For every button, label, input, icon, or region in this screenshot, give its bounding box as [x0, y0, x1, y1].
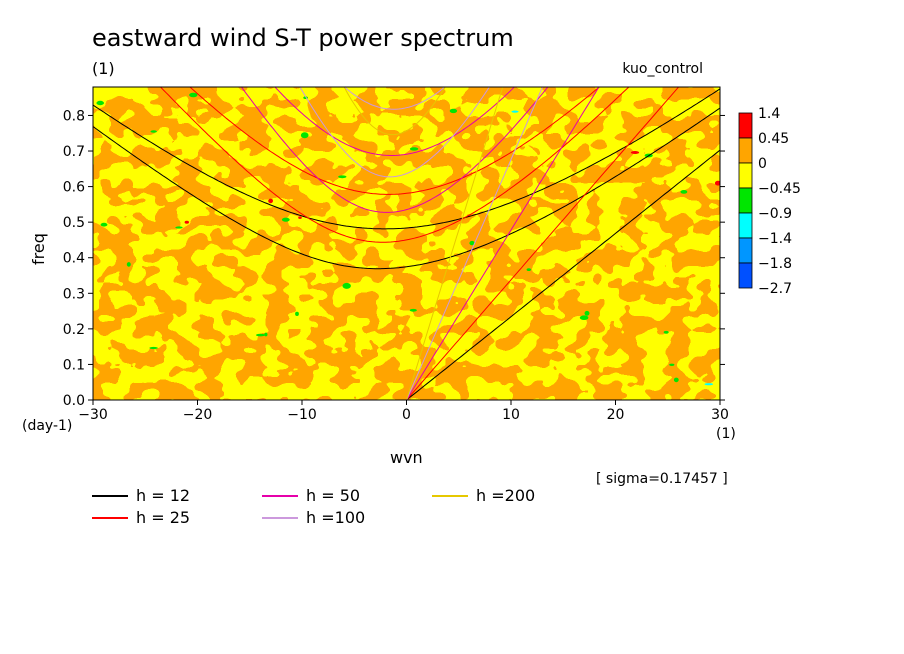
y-tick-label: 0.3 [63, 286, 85, 302]
spectrum-spot [680, 190, 688, 194]
spectrum-spot [714, 180, 720, 186]
colorbar-swatch [738, 162, 753, 189]
colorbar-label: 0.45 [758, 131, 789, 147]
x-unit-label: (1) [716, 426, 736, 442]
legend-label: h = 12 [136, 486, 190, 505]
spectrum-spot [300, 132, 309, 139]
spectrum-spot [100, 222, 108, 227]
inertio-gravity-curve [274, 87, 516, 156]
spectrum-spot [189, 92, 198, 98]
inertio-gravity-curve [189, 87, 601, 195]
spectrum-spot [295, 311, 299, 316]
kelvin-curve [406, 87, 544, 400]
spectrum-spot [150, 130, 157, 133]
y-tick-label: 0.6 [63, 180, 85, 196]
inertio-gravity-curve [159, 87, 630, 243]
colorbar-swatch [738, 137, 753, 164]
spectrum-spot [256, 333, 265, 337]
spectrum-spot [409, 308, 417, 312]
legend-label: h = 25 [136, 508, 190, 527]
colorbar-swatch [738, 112, 753, 139]
x-axis: −30 −20 −10 0 10 20 30 [78, 400, 729, 423]
x-axis-title: wvn [390, 448, 423, 467]
spectrum-spot [184, 220, 189, 224]
spectrum-spot [526, 268, 531, 271]
inertio-gravity-curve [343, 87, 446, 136]
legend-label: h =100 [306, 508, 365, 527]
spectrum-spot [584, 310, 590, 316]
y-unit-label: (day-1) [22, 418, 72, 434]
spectrum-spot [268, 198, 273, 204]
inertio-gravity-curve [299, 87, 490, 178]
inertio-gravity-curve [343, 87, 446, 110]
colorbar-label: 1.4 [758, 106, 780, 122]
colorbar-label: −2.7 [758, 281, 792, 297]
x-tick-label: 20 [607, 407, 625, 423]
x-tick-label: 0 [402, 407, 411, 423]
y-tick-label: 0.1 [63, 357, 85, 373]
spectrum-spot [149, 346, 158, 350]
spectrum-spot [669, 363, 675, 366]
spectrum-field-texture [93, 87, 720, 400]
y-tick-label: 0.5 [63, 215, 85, 231]
x-tick-label: −10 [287, 407, 317, 423]
kelvin-curve [406, 87, 600, 400]
spectrum-spot [342, 282, 351, 289]
kelvin-curve [406, 87, 504, 400]
chart-subtitle: (1) [92, 59, 115, 78]
spectrum-spot [630, 151, 640, 154]
chart-title: eastward wind S-T power spectrum [92, 24, 514, 52]
x-tick-label: 30 [711, 407, 729, 423]
spectrum-spot [409, 147, 419, 151]
spectrum-spot [126, 262, 131, 267]
x-tick-label: −30 [78, 407, 108, 423]
spectrum-spot [469, 240, 475, 246]
spectrum-spot [511, 110, 519, 113]
y-tick-label: 0.0 [63, 393, 85, 409]
dispersion-curves [93, 87, 720, 400]
inertio-gravity-curve [93, 107, 720, 270]
colorbar-swatch [738, 262, 753, 289]
spectrum-spot [579, 315, 589, 321]
run-label: kuo_control [622, 61, 703, 77]
sigma-label: [ sigma=0.17457 ] [596, 471, 728, 487]
colorbar-label: 0 [758, 156, 767, 172]
spectrum-spot [338, 175, 347, 179]
y-axis-title: freq [29, 233, 48, 265]
colorbar-label: −1.8 [758, 256, 792, 272]
spectrum-spot [175, 226, 183, 229]
colorbar-label: −0.9 [758, 206, 792, 222]
y-axis: 0.0 0.1 0.2 0.3 0.4 0.5 0.6 0.7 0.8 [63, 108, 725, 409]
kelvin-curve [406, 87, 680, 400]
spectrum-spot [281, 217, 290, 222]
spectrum-spot [663, 330, 669, 334]
spectrum-spot [298, 216, 302, 219]
colorbar-label: −0.45 [758, 181, 801, 197]
legend: h = 12 h = 25 h = 50 h =100 h =200 [92, 486, 535, 527]
legend-label: h = 50 [306, 486, 360, 505]
legend-label: h =200 [476, 486, 535, 505]
spectrum-spot [449, 108, 458, 114]
colorbar-label: −1.4 [758, 231, 792, 247]
colorbar: 1.4 0.45 0 −0.45 −0.9 −1.4 −1.8 −2.7 [738, 106, 801, 297]
colorbar-swatch [738, 212, 753, 239]
colorbar-swatch [738, 187, 753, 214]
x-tick-label: −20 [183, 407, 213, 423]
spectrum-spot [264, 332, 268, 337]
y-tick-label: 0.8 [63, 108, 85, 124]
spectrum-spot [96, 100, 104, 106]
colorbar-swatch [738, 237, 753, 264]
spectrum-spot [704, 383, 714, 386]
spectrum-spot [673, 377, 679, 383]
inertio-gravity-curve [240, 87, 549, 213]
plot-area [92, 86, 721, 401]
y-tick-label: 0.7 [63, 144, 85, 160]
inertio-gravity-curve [93, 88, 720, 230]
x-tick-label: 10 [502, 407, 520, 423]
kelvin-curve [406, 149, 720, 400]
y-tick-label: 0.2 [63, 322, 85, 338]
y-tick-label: 0.4 [63, 251, 85, 267]
